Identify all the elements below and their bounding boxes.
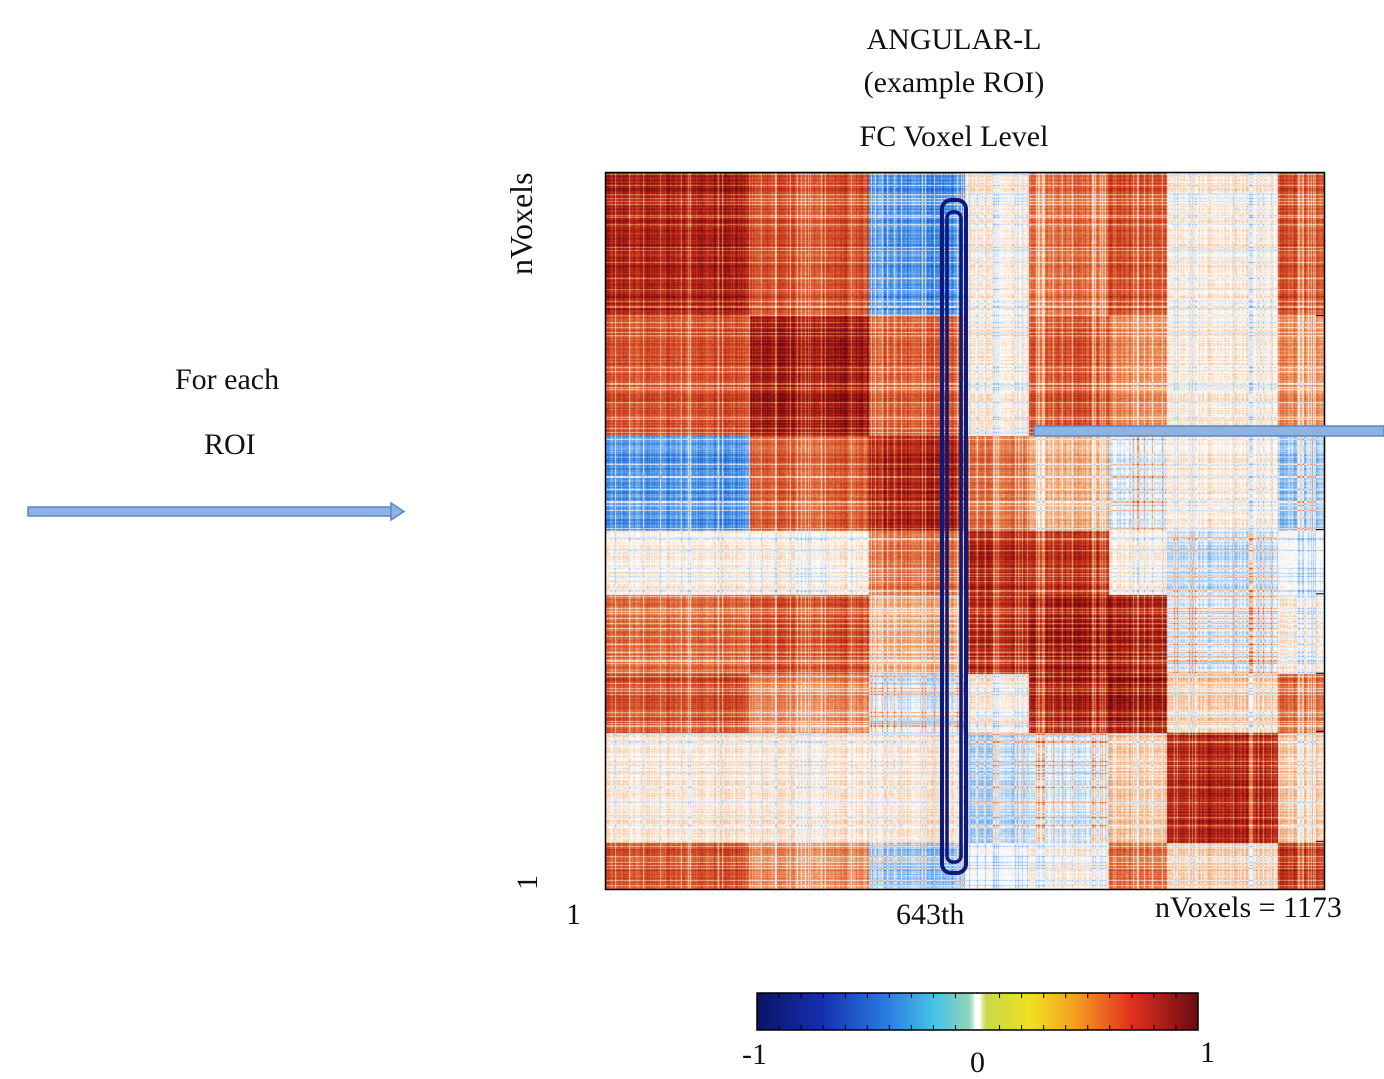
chart-title-fc-level: FC Voxel Level	[859, 120, 1049, 153]
x-tick-label-1: 1	[566, 898, 581, 931]
arrow-caption-roi: ROI	[204, 428, 256, 461]
chart-title-roi: ANGULAR-L	[866, 23, 1042, 56]
x-tick-label-nvoxels: nVoxels = 1173	[1155, 891, 1342, 924]
arrow-caption-for-each: For each	[175, 363, 280, 396]
left-arrow	[27, 501, 406, 522]
chart-title-example: (example ROI)	[863, 66, 1045, 99]
colorbar-label-zero: 0	[970, 1046, 985, 1079]
right-arrow	[1033, 425, 1384, 437]
x-tick-label-643: 643th	[896, 898, 965, 931]
colorbar-label-max: 1	[1200, 1036, 1215, 1069]
block-ticks	[1316, 315, 1324, 842]
heatmap-frame	[604, 171, 1326, 891]
highlight-column-inner-box	[945, 210, 963, 864]
colorbar-ticks	[778, 993, 1177, 1030]
colorbar-zero-band	[974, 994, 981, 1029]
colorbar-label-min: -1	[742, 1038, 767, 1071]
highlight-column-outer-box	[940, 198, 968, 875]
